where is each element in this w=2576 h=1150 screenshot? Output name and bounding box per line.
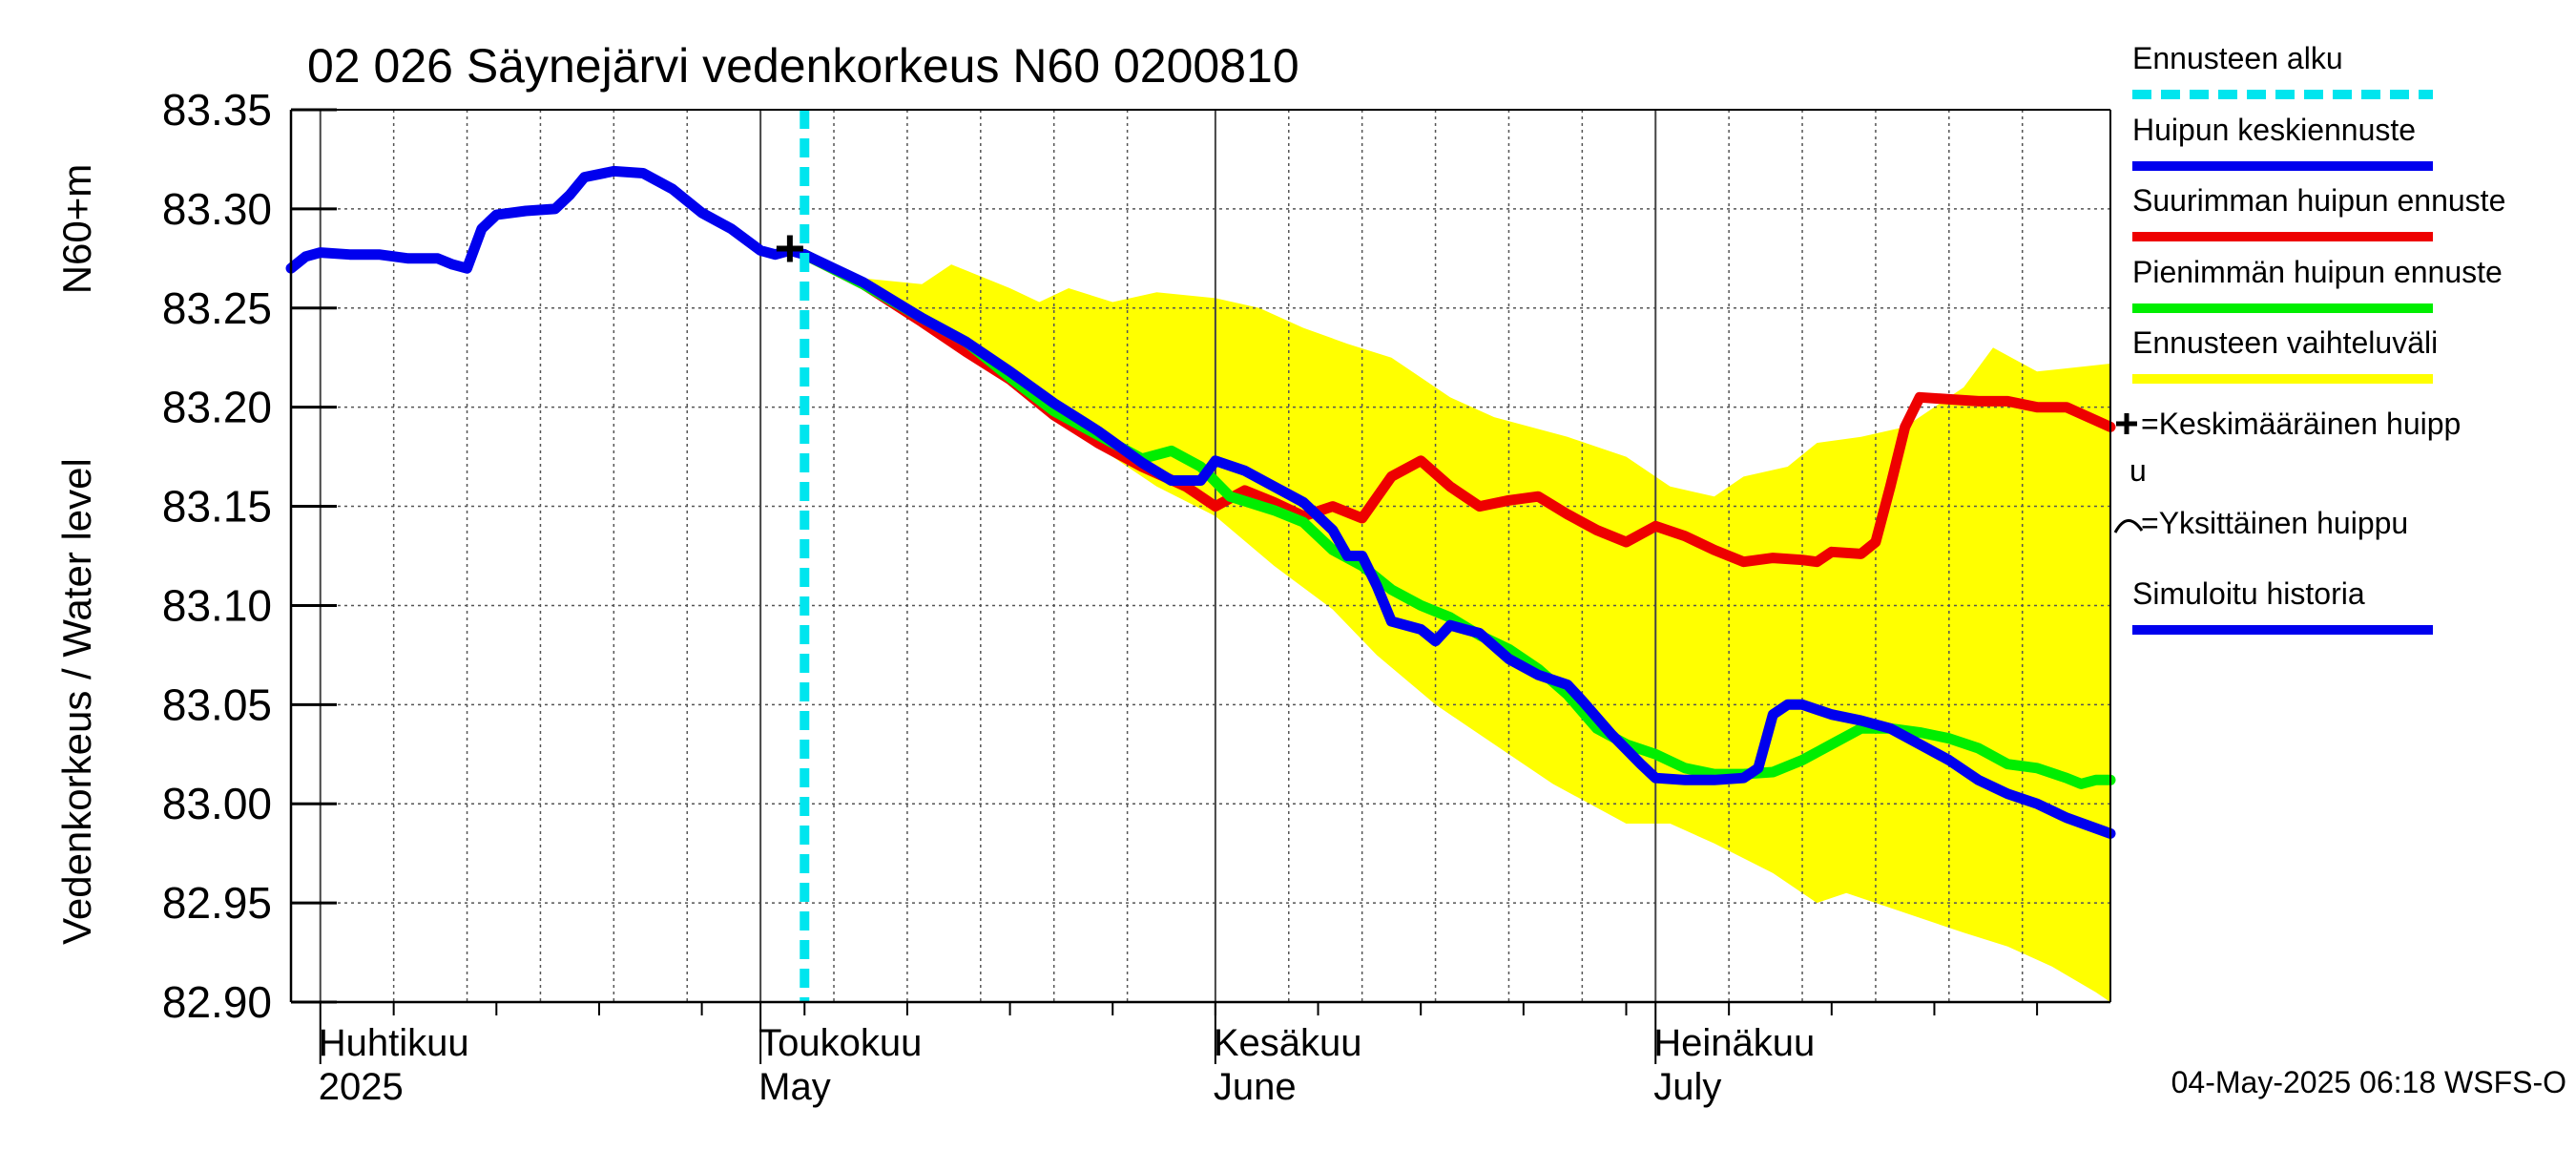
footer-timestamp: 04-May-2025 06:18 WSFS-O	[2171, 1065, 2566, 1099]
legend-label: u	[2129, 453, 2147, 488]
legend-label: Suurimman huipun ennuste	[2132, 183, 2505, 218]
legend-label: Ennusteen vaihteluväli	[2132, 325, 2438, 360]
y-tick-label: 83.05	[162, 680, 272, 729]
y-axis-label: Vedenkorkeus / Water level	[54, 458, 99, 945]
legend-arc-symbol	[2113, 519, 2144, 533]
y-tick-label: 83.10	[162, 580, 272, 630]
legend-plus-symbol	[2116, 413, 2137, 434]
y-tick-label: 83.35	[162, 85, 272, 135]
y-tick-label: 82.95	[162, 878, 272, 928]
x-tick-label: May	[758, 1066, 831, 1108]
y-tick-label: 83.15	[162, 482, 272, 532]
x-tick-label: Huhtikuu	[319, 1022, 469, 1064]
x-tick-label: Toukokuu	[758, 1022, 922, 1064]
y-tick-label: 82.90	[162, 977, 272, 1027]
y-tick-label: 83.00	[162, 779, 272, 828]
average-peak-marker	[776, 235, 803, 262]
y-tick-label: 83.20	[162, 383, 272, 432]
legend-label: Ennusteen alku	[2132, 41, 2343, 75]
y-tick-label: 83.30	[162, 184, 272, 234]
legend-label: =Keskimääräinen huipp	[2141, 407, 2461, 441]
legend-label: Pienimmän huipun ennuste	[2132, 255, 2503, 289]
mean-peak-forecast-line	[799, 249, 2116, 839]
legend-label: =Yksittäinen huippu	[2141, 506, 2408, 540]
y-axis-unit-label: N60+m	[54, 164, 99, 295]
x-tick-label: 2025	[319, 1066, 404, 1108]
x-tick-label: Kesäkuu	[1214, 1022, 1362, 1064]
x-tick-label: June	[1214, 1066, 1297, 1108]
x-tick-label: Heinäkuu	[1653, 1022, 1815, 1064]
x-tick-label: July	[1653, 1066, 1721, 1108]
simulated-history-line	[285, 165, 810, 274]
legend-label: Huipun keskiennuste	[2132, 113, 2416, 147]
chart-title: 02 026 Säynejärvi vedenkorkeus N60 02008…	[307, 39, 1299, 93]
legend-label: Simuloitu historia	[2132, 576, 2365, 611]
y-tick-label: 83.25	[162, 283, 272, 333]
